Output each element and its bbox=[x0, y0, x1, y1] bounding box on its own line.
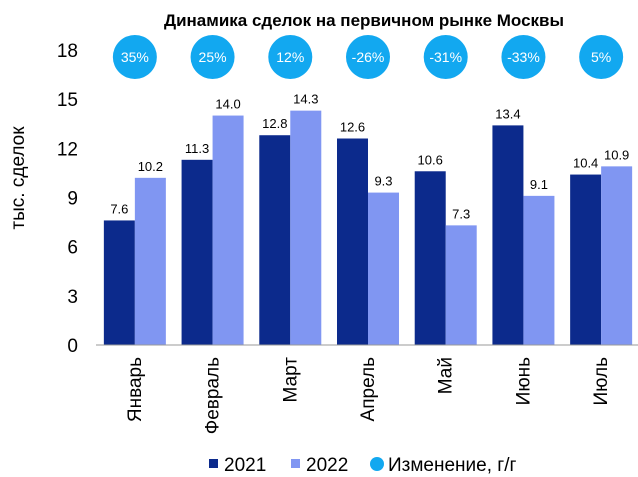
y-tick-label: 3 bbox=[67, 287, 78, 308]
change-badge bbox=[190, 35, 235, 79]
data-label-2022: 7.3 bbox=[452, 206, 470, 221]
bar-2022 bbox=[445, 225, 477, 345]
data-label-2021: 10.6 bbox=[418, 152, 443, 167]
data-label-2021: 11.3 bbox=[185, 141, 209, 156]
y-tick-label: 6 bbox=[67, 238, 78, 259]
bar-2022 bbox=[523, 195, 555, 345]
data-labels: 7.6 10.2 11.3 14.0 12.8 14.3 12.6 9.3 10.6 7.3 13.… bbox=[110, 92, 629, 222]
category-label: Апрель bbox=[358, 357, 379, 422]
bar-2022 bbox=[601, 166, 633, 345]
legend-label-2022: 2022 bbox=[306, 455, 348, 476]
data-label-2021: 13.4 bbox=[495, 106, 520, 121]
y-tick-label: 12 bbox=[57, 139, 78, 160]
change-badge bbox=[268, 35, 313, 79]
change-badge-label: 35% bbox=[121, 49, 149, 65]
bar-2021 bbox=[492, 125, 524, 345]
bar-2021 bbox=[570, 174, 602, 345]
bar-2021 bbox=[181, 159, 213, 345]
data-label-2021: 12.8 bbox=[262, 116, 287, 131]
y-tick-label: 15 bbox=[57, 90, 78, 111]
data-label-2022: 14.0 bbox=[215, 97, 240, 112]
y-tick-label: 9 bbox=[67, 189, 78, 210]
legend-swatch-2022 bbox=[291, 459, 300, 468]
category-label: Январь bbox=[125, 357, 146, 422]
category-label: Май bbox=[436, 357, 457, 394]
change-badge-label: -26% bbox=[352, 49, 385, 65]
change-badge-label: 5% bbox=[591, 49, 611, 65]
data-label-2022: 10.2 bbox=[138, 159, 163, 174]
change-badge bbox=[423, 35, 468, 79]
legend-swatch-change bbox=[370, 457, 384, 471]
change-badge-label: -33% bbox=[507, 49, 540, 65]
data-label-2022: 14.3 bbox=[293, 92, 318, 107]
change-badge bbox=[346, 35, 390, 79]
category-label: Март bbox=[280, 357, 301, 403]
category-labels: Январь Февраль Март Апрель Май Июнь Июль bbox=[125, 357, 612, 435]
change-badge bbox=[501, 35, 546, 79]
legend-label-2021: 2021 bbox=[224, 455, 266, 476]
change-badge-label: 12% bbox=[276, 49, 304, 65]
change-badges: 35% 25% 12% -26% -31% -33% 5% bbox=[112, 35, 624, 79]
bar-2021 bbox=[414, 171, 446, 345]
category-label: Июль bbox=[591, 357, 612, 406]
category-label: Июнь bbox=[513, 357, 534, 405]
bar-2021 bbox=[259, 135, 291, 345]
bars bbox=[103, 110, 633, 345]
legend: 2021 2022 Изменение, г/г bbox=[209, 455, 516, 476]
bar-2021 bbox=[103, 220, 135, 345]
legend-swatch-2021 bbox=[209, 459, 218, 468]
data-label-2022: 10.9 bbox=[604, 147, 629, 162]
chart-title: Динамика сделок на первичном рынке Москв… bbox=[164, 11, 564, 30]
data-label-2021: 10.4 bbox=[573, 156, 598, 171]
bar-2022 bbox=[290, 110, 322, 345]
data-label-2022: 9.1 bbox=[530, 177, 548, 192]
change-badge-label: 25% bbox=[199, 49, 227, 65]
y-axis-label: тыс. сделок bbox=[8, 126, 29, 230]
change-badge-label: -31% bbox=[429, 49, 462, 65]
bar-2021 bbox=[337, 138, 368, 345]
change-badge bbox=[112, 35, 157, 79]
y-tick-label: 18 bbox=[57, 41, 78, 62]
legend-label-change: Изменение, г/г bbox=[388, 455, 516, 476]
y-tick-label: 0 bbox=[67, 336, 78, 357]
data-label-2022: 9.3 bbox=[374, 174, 392, 189]
data-label-2021: 7.6 bbox=[110, 201, 128, 216]
category-label: Февраль bbox=[203, 357, 224, 434]
bar-2022 bbox=[134, 177, 166, 345]
bar-2022 bbox=[368, 192, 399, 345]
y-axis-ticks: 0 3 6 9 12 15 18 bbox=[57, 41, 78, 357]
data-label-2021: 12.6 bbox=[340, 120, 365, 135]
bar-2022 bbox=[212, 115, 244, 345]
change-badge bbox=[579, 35, 624, 79]
